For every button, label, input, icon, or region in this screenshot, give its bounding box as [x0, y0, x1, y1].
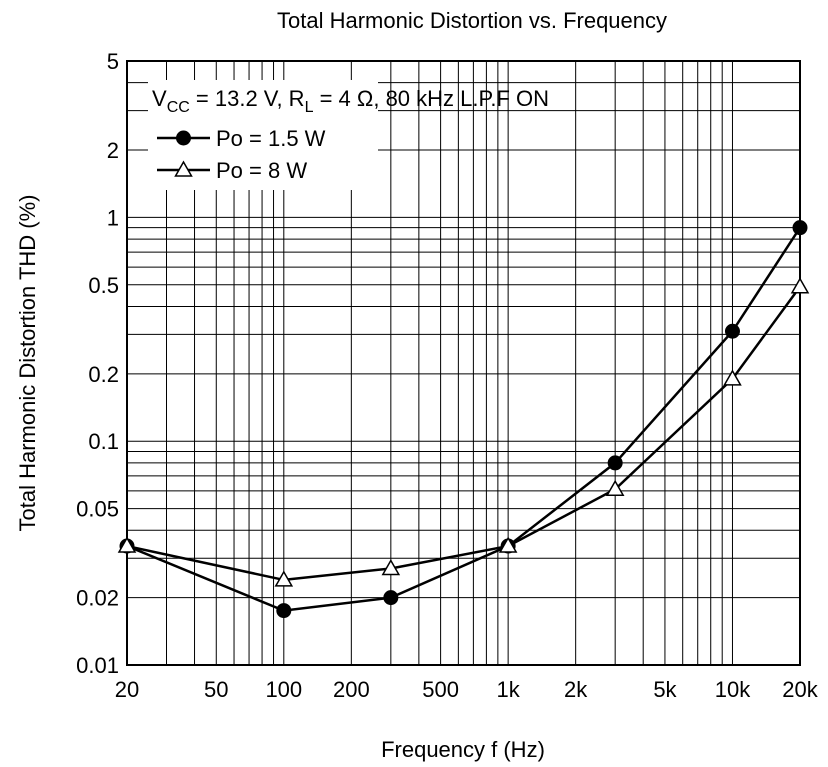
- legend-entry: Po = 1.5 W: [157, 126, 326, 151]
- data-point-circle: [792, 220, 808, 236]
- data-point-circle: [724, 323, 740, 339]
- y-tick-labels: 0.01 0.02 0.05 0.1 0.2 0.5 1 2 5: [76, 49, 119, 678]
- data-point-circle: [176, 130, 191, 146]
- x-tick-label: 5k: [653, 677, 677, 702]
- condition-end: = 4 Ω, 80 kHz L.P.F ON: [313, 86, 549, 111]
- x-tick-label: 10k: [715, 677, 751, 702]
- y-tick-label: 5: [107, 49, 119, 74]
- x-tick-label: 20k: [782, 677, 818, 702]
- y-tick-label: 0.01: [76, 653, 119, 678]
- chart-title: Total Harmonic Distortion vs. Frequency: [277, 8, 667, 33]
- data-point-triangle: [605, 479, 625, 497]
- series-2: [117, 277, 810, 587]
- series-group: [117, 220, 810, 619]
- data-point-circle: [607, 455, 623, 471]
- y-tick-label: 0.05: [76, 497, 119, 522]
- data-point-circle: [383, 590, 399, 606]
- y-tick-label: 0.1: [88, 429, 119, 454]
- condition-mid: = 13.2 V, R: [190, 86, 305, 111]
- condition-v-sub: CC: [167, 99, 190, 116]
- condition-v: V: [152, 86, 167, 111]
- legend-entry: Po = 8 W: [157, 158, 307, 183]
- x-tick-label: 100: [265, 677, 302, 702]
- x-tick-label: 50: [204, 677, 228, 702]
- y-tick-label: 1: [107, 205, 119, 230]
- x-tick-label: 2k: [564, 677, 588, 702]
- series-line: [126, 286, 802, 582]
- x-tick-label: 500: [422, 677, 459, 702]
- x-tick-labels: 20 50 100 200 500 1k 2k 5k 10k 20k: [115, 677, 819, 702]
- data-point-triangle: [174, 160, 193, 177]
- data-point-triangle: [790, 277, 810, 294]
- legend-entries: Po = 1.5 W Po = 8 W: [157, 126, 326, 183]
- data-point-circle: [276, 603, 292, 619]
- y-tick-label: 0.02: [76, 586, 119, 611]
- plot-frame: [126, 60, 801, 666]
- data-point-triangle: [381, 558, 401, 576]
- x-tick-label: 200: [333, 677, 370, 702]
- legend-label: Po = 1.5 W: [216, 126, 326, 151]
- x-tick-label: 1k: [497, 677, 521, 702]
- y-tick-label: 0.5: [88, 273, 119, 298]
- data-point-triangle: [274, 570, 294, 587]
- legend-label: Po = 8 W: [216, 158, 307, 183]
- condition-text: VCC = 13.2 V, RL = 4 Ω, 80 kHz L.P.F ON: [152, 86, 549, 116]
- x-axis-title: Frequency f (Hz): [381, 737, 545, 762]
- legend: VCC = 13.2 V, RL = 4 Ω, 80 kHz L.P.F ON …: [148, 80, 549, 190]
- y-tick-label: 2: [107, 138, 119, 163]
- data-point-triangle: [498, 536, 518, 553]
- condition-r-sub: L: [305, 99, 314, 116]
- x-tick-label: 20: [115, 677, 139, 702]
- data-point-triangle: [117, 536, 137, 553]
- y-axis-title: Total Harmonic Distortion THD (%): [15, 194, 40, 531]
- y-tick-label: 0.2: [88, 362, 119, 387]
- data-point-triangle: [723, 369, 742, 386]
